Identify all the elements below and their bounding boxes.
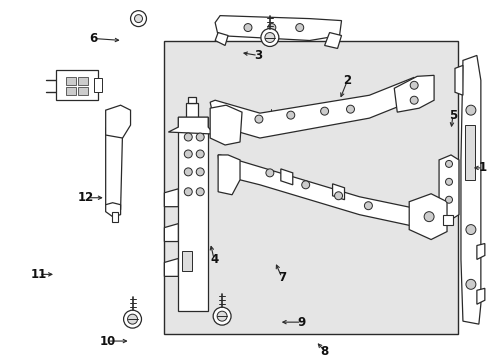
Polygon shape xyxy=(218,155,430,230)
Bar xyxy=(442,215,452,225)
Circle shape xyxy=(244,24,251,32)
Text: 12: 12 xyxy=(78,191,94,204)
Bar xyxy=(111,212,118,222)
Bar xyxy=(182,252,192,271)
Circle shape xyxy=(320,107,328,115)
Circle shape xyxy=(134,15,142,23)
Circle shape xyxy=(265,169,273,177)
Circle shape xyxy=(286,111,294,119)
Polygon shape xyxy=(460,55,480,324)
Circle shape xyxy=(184,168,192,176)
Circle shape xyxy=(295,24,303,32)
Polygon shape xyxy=(454,66,462,95)
Polygon shape xyxy=(164,258,178,276)
Circle shape xyxy=(409,96,417,104)
Polygon shape xyxy=(105,122,122,212)
Polygon shape xyxy=(476,243,484,260)
Bar xyxy=(66,77,76,85)
Circle shape xyxy=(184,188,192,196)
Polygon shape xyxy=(164,224,178,242)
Polygon shape xyxy=(408,194,446,239)
Polygon shape xyxy=(476,288,484,304)
Circle shape xyxy=(445,161,451,167)
Circle shape xyxy=(261,28,278,46)
Text: 10: 10 xyxy=(100,334,116,347)
Polygon shape xyxy=(105,203,121,217)
Circle shape xyxy=(184,133,192,141)
Polygon shape xyxy=(280,169,292,185)
Text: 9: 9 xyxy=(297,316,305,329)
Circle shape xyxy=(465,105,475,115)
Polygon shape xyxy=(215,15,341,41)
Circle shape xyxy=(445,178,451,185)
Bar xyxy=(78,77,87,85)
Circle shape xyxy=(196,168,204,176)
Circle shape xyxy=(346,105,354,113)
Text: 6: 6 xyxy=(89,32,98,45)
Polygon shape xyxy=(218,155,240,195)
Circle shape xyxy=(184,150,192,158)
Circle shape xyxy=(423,212,433,222)
Bar xyxy=(56,70,98,100)
Circle shape xyxy=(196,133,204,141)
Circle shape xyxy=(267,24,275,32)
Circle shape xyxy=(364,202,372,210)
Bar xyxy=(164,41,457,334)
Polygon shape xyxy=(393,75,433,112)
Circle shape xyxy=(196,150,204,158)
Polygon shape xyxy=(105,105,130,138)
Bar xyxy=(186,103,198,117)
Circle shape xyxy=(301,181,309,189)
Bar xyxy=(66,87,76,95)
Polygon shape xyxy=(210,105,242,145)
Text: 11: 11 xyxy=(31,268,47,281)
Circle shape xyxy=(445,196,451,203)
Bar xyxy=(464,125,474,180)
Text: 7: 7 xyxy=(277,271,285,284)
Polygon shape xyxy=(324,32,341,49)
Polygon shape xyxy=(332,184,344,200)
Circle shape xyxy=(334,192,342,200)
Circle shape xyxy=(213,307,231,325)
Bar xyxy=(178,117,208,311)
Circle shape xyxy=(465,225,475,235)
Text: 5: 5 xyxy=(448,109,456,122)
Circle shape xyxy=(264,32,274,42)
Circle shape xyxy=(254,115,263,123)
Polygon shape xyxy=(168,117,214,134)
Circle shape xyxy=(465,279,475,289)
Polygon shape xyxy=(438,155,458,220)
Polygon shape xyxy=(215,32,227,45)
Circle shape xyxy=(217,311,226,321)
Text: 2: 2 xyxy=(343,74,351,87)
Circle shape xyxy=(127,314,137,324)
Circle shape xyxy=(196,188,204,196)
Text: 3: 3 xyxy=(253,49,262,62)
Bar xyxy=(94,78,102,92)
Bar xyxy=(188,97,196,103)
Text: 1: 1 xyxy=(478,161,486,174)
Bar xyxy=(78,87,87,95)
Text: 4: 4 xyxy=(209,253,218,266)
Polygon shape xyxy=(164,189,178,207)
Circle shape xyxy=(409,81,417,89)
Polygon shape xyxy=(210,77,413,138)
Text: 8: 8 xyxy=(320,345,328,357)
Circle shape xyxy=(123,310,141,328)
Circle shape xyxy=(130,11,146,27)
